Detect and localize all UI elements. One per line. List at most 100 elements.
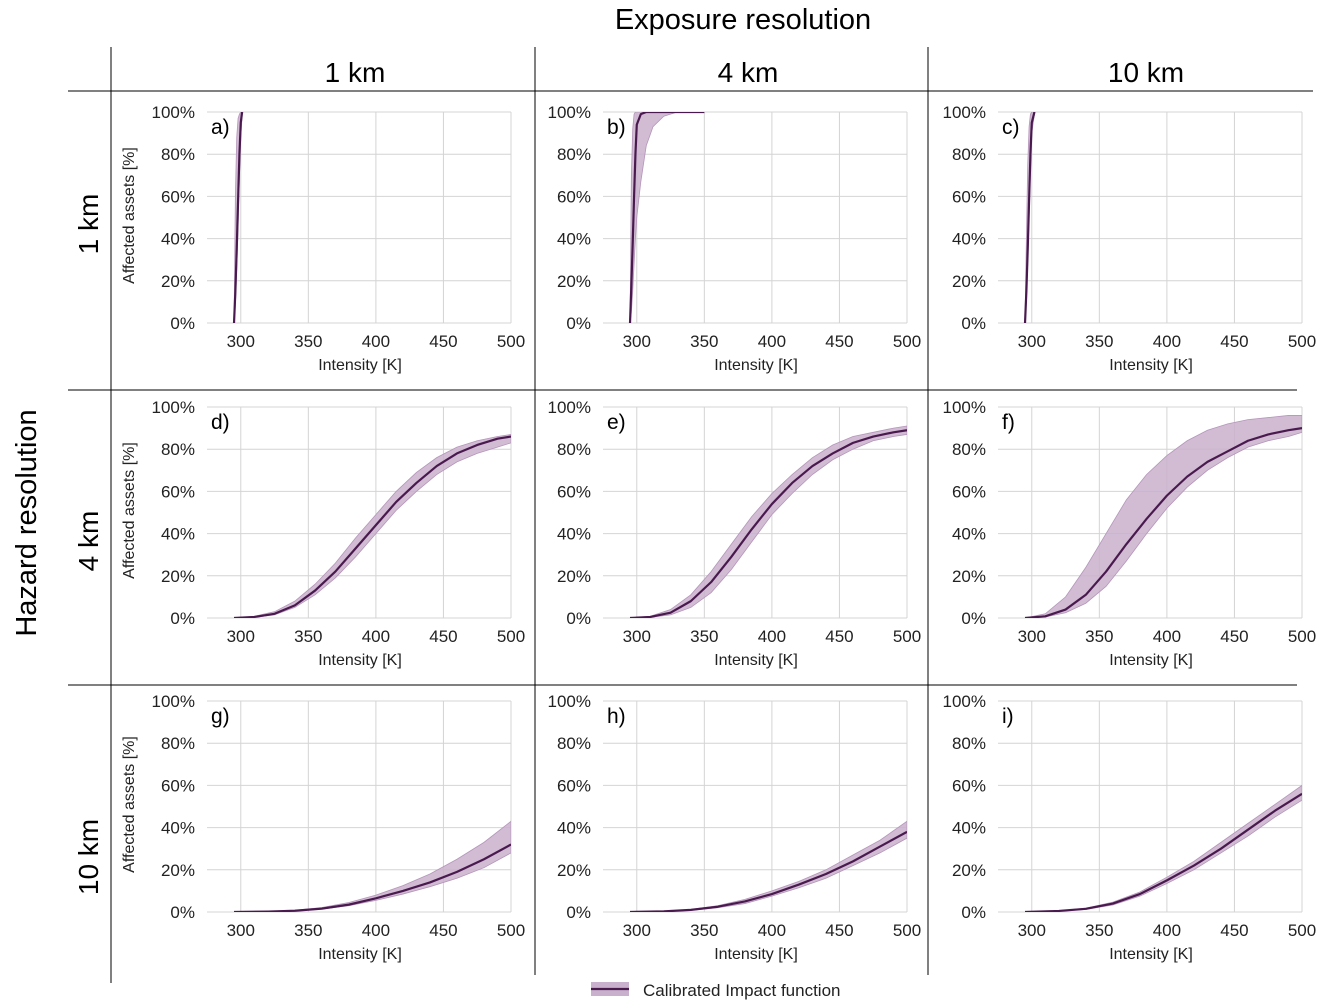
x-tick-label: 450 xyxy=(825,332,853,351)
y-tick-label: 40% xyxy=(557,525,591,544)
y-tick-label: 40% xyxy=(952,230,986,249)
y-tick-label: 0% xyxy=(170,903,195,922)
impact-function-line xyxy=(629,429,907,618)
y-tick-label: 0% xyxy=(566,903,591,922)
x-tick-label: 400 xyxy=(1153,332,1181,351)
panel-d: 300 350 400 450 500 0% 20% 40% 60% 80% 100% Intensi… xyxy=(121,398,525,669)
x-tick-label: 300 xyxy=(623,332,651,351)
x-tick-label: 400 xyxy=(758,627,786,646)
y-tick-label: 80% xyxy=(952,440,986,459)
y-tick-label: 100% xyxy=(152,398,195,417)
panel-g: 300 350 400 450 500 0% 20% 40% 60% 80% 100% Intensi… xyxy=(121,692,525,963)
x-axis-label: Intensity [K] xyxy=(1109,946,1193,963)
y-tick-label: 40% xyxy=(952,819,986,838)
y-tick-label: 100% xyxy=(943,398,986,417)
y-tick-label: 0% xyxy=(961,609,986,628)
y-tick-label: 60% xyxy=(161,482,195,501)
x-tick-label: 500 xyxy=(1288,921,1316,940)
x-tick-label: 400 xyxy=(362,921,390,940)
y-tick-label: 0% xyxy=(566,314,591,333)
y-tick-label: 80% xyxy=(952,734,986,753)
x-tick-label: 350 xyxy=(294,921,322,940)
y-tick-label: 80% xyxy=(952,145,986,164)
panel-a: 300 350 400 450 500 0% 20% 40% 60% 80% 100% Intensi… xyxy=(121,103,525,374)
y-tick-label: 100% xyxy=(943,692,986,711)
x-tick-label: 400 xyxy=(362,627,390,646)
uncertainty-band xyxy=(630,820,907,912)
x-tick-label: 350 xyxy=(1085,921,1113,940)
x-tick-label: 500 xyxy=(893,332,921,351)
x-tick-label: 450 xyxy=(1220,627,1248,646)
uncertainty-band xyxy=(1024,415,1302,618)
y-tick-label: 100% xyxy=(548,692,591,711)
x-tick-label: 400 xyxy=(758,332,786,351)
panel-b: 300 350 400 450 500 0% 20% 40% 60% 80% 100% Intensi… xyxy=(548,103,922,374)
x-tick-label: 350 xyxy=(690,332,718,351)
y-tick-label: 60% xyxy=(161,776,195,795)
y-tick-label: 20% xyxy=(952,861,986,880)
y-tick-label: 20% xyxy=(557,272,591,291)
panel-label: g) xyxy=(211,705,230,728)
x-tick-label: 450 xyxy=(1220,332,1248,351)
x-tick-label: 500 xyxy=(1288,332,1316,351)
x-tick-label: 500 xyxy=(893,921,921,940)
y-tick-label: 80% xyxy=(161,440,195,459)
y-tick-label: 100% xyxy=(548,103,591,122)
y-tick-label: 60% xyxy=(161,187,195,206)
x-tick-label: 350 xyxy=(1085,332,1113,351)
uncertainty-band xyxy=(629,425,907,618)
impact-function-line xyxy=(1024,792,1302,912)
x-tick-label: 300 xyxy=(623,627,651,646)
y-tick-label: 100% xyxy=(152,103,195,122)
impact-function-line xyxy=(1023,112,1036,323)
row-head-1: 1 km xyxy=(73,194,104,255)
y-tick-label: 0% xyxy=(170,314,195,333)
y-tick-label: 20% xyxy=(557,861,591,880)
x-tick-label: 400 xyxy=(758,921,786,940)
y-tick-label: 20% xyxy=(161,567,195,586)
y-tick-label: 80% xyxy=(557,734,591,753)
x-axis-label: Intensity [K] xyxy=(714,357,798,374)
x-axis-label: Intensity [K] xyxy=(318,946,402,963)
y-tick-label: 20% xyxy=(557,567,591,586)
y-tick-label: 100% xyxy=(943,103,986,122)
impact-function-line xyxy=(232,112,244,323)
row-head-2: 4 km xyxy=(73,511,104,572)
x-tick-label: 300 xyxy=(1018,627,1046,646)
x-tick-label: 300 xyxy=(227,921,255,940)
x-tick-label: 300 xyxy=(227,332,255,351)
legend: Calibrated Impact function xyxy=(591,981,841,1000)
y-tick-label: 20% xyxy=(952,567,986,586)
column-head-1: 1 km xyxy=(325,57,386,88)
y-tick-label: 60% xyxy=(557,482,591,501)
x-tick-label: 500 xyxy=(893,627,921,646)
x-tick-label: 500 xyxy=(497,627,525,646)
y-tick-label: 40% xyxy=(557,819,591,838)
y-axis-label: Affected assets [%] xyxy=(121,442,138,579)
impact-function-line xyxy=(234,843,511,912)
row-title: Hazard resolution xyxy=(11,409,43,636)
y-tick-label: 0% xyxy=(566,609,591,628)
panel-label: b) xyxy=(607,116,626,139)
uncertainty-band xyxy=(1025,784,1302,912)
x-axis-label: Intensity [K] xyxy=(318,652,402,669)
x-tick-label: 350 xyxy=(690,627,718,646)
row-head-3: 10 km xyxy=(73,819,104,895)
y-tick-label: 0% xyxy=(170,609,195,628)
x-tick-label: 400 xyxy=(1153,627,1181,646)
x-axis-label: Intensity [K] xyxy=(1109,652,1193,669)
legend-label: Calibrated Impact function xyxy=(643,981,841,1000)
y-tick-label: 40% xyxy=(952,525,986,544)
y-tick-label: 80% xyxy=(161,145,195,164)
y-tick-label: 40% xyxy=(161,819,195,838)
y-tick-label: 40% xyxy=(161,525,195,544)
x-tick-label: 350 xyxy=(690,921,718,940)
panel-c: 300 350 400 450 500 0% 20% 40% 60% 80% 100% Intensi… xyxy=(943,103,1317,374)
y-tick-label: 40% xyxy=(557,230,591,249)
impact-function-line xyxy=(233,435,511,618)
x-axis-label: Intensity [K] xyxy=(714,946,798,963)
x-tick-label: 500 xyxy=(497,921,525,940)
panel-label: e) xyxy=(607,411,626,434)
panel-h: 300 350 400 450 500 0% 20% 40% 60% 80% 100% Intensi… xyxy=(548,692,922,963)
column-title: Exposure resolution xyxy=(615,4,871,36)
